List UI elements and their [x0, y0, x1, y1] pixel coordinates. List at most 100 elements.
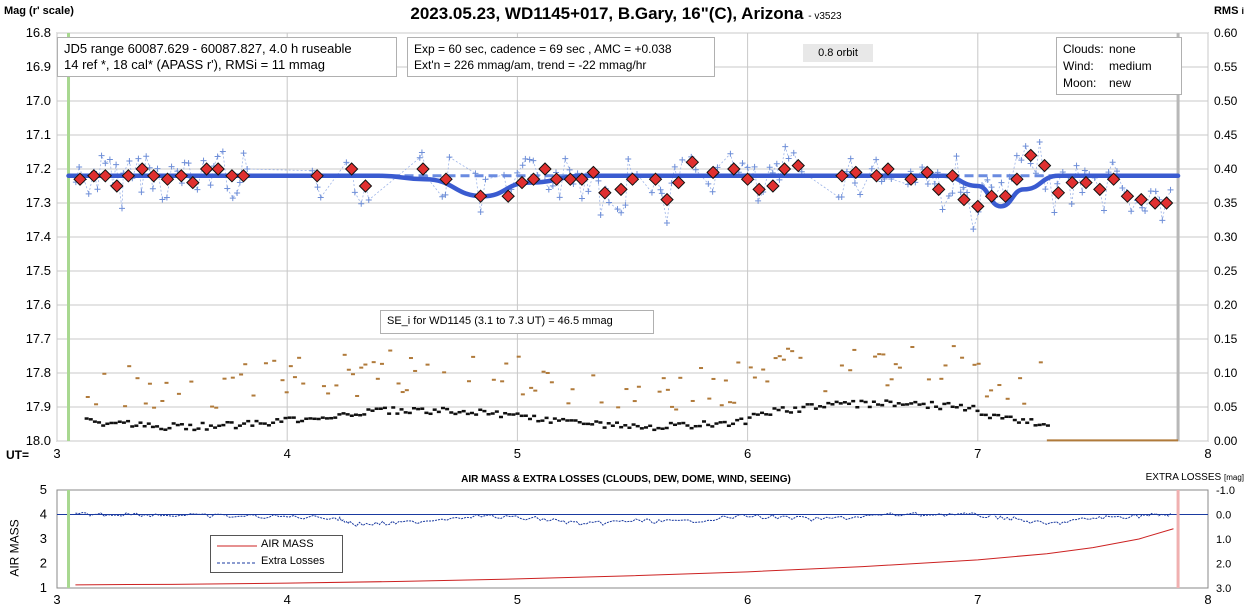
rms-raw-dot — [491, 378, 496, 381]
raw-point — [229, 195, 236, 202]
rms-raw-dot — [984, 395, 989, 398]
rms-dot — [971, 404, 976, 408]
raw-point — [838, 194, 845, 201]
rms-dot — [552, 417, 557, 420]
rms-dot — [237, 424, 242, 427]
bottom-y-tick: 5 — [40, 482, 47, 497]
rms-dot — [163, 428, 168, 431]
binned-point — [791, 158, 805, 173]
bottom-x-tick: 7 — [974, 592, 981, 607]
y-tick-label: 17.5 — [26, 263, 51, 278]
rms-raw-dot — [852, 348, 857, 351]
raw-point — [945, 193, 952, 200]
rms-raw-dot — [566, 402, 571, 405]
raw-point — [143, 153, 150, 160]
version-label: - v3523 — [808, 11, 842, 22]
rms-raw-dot — [674, 408, 679, 411]
raw-point — [168, 163, 175, 170]
rms-raw-dot — [885, 384, 890, 387]
x-tick-label: 5 — [514, 446, 521, 461]
clouds-value: none — [1109, 42, 1136, 56]
chart-title-text: 2023.05.23, WD1145+017, B.Gary, 16"(C), … — [410, 4, 804, 23]
rms-raw-dot — [176, 392, 181, 395]
rms-dot — [921, 402, 926, 406]
raw-point — [1113, 168, 1120, 175]
rms-dot — [320, 416, 325, 419]
y-tick-label: 16.9 — [26, 59, 51, 74]
binned-point — [110, 179, 124, 193]
rms-dot — [859, 399, 864, 403]
raw-point — [1128, 208, 1135, 215]
rms-dot — [967, 406, 972, 410]
binned-point — [358, 179, 373, 193]
orbit-label: 0.8 orbit — [803, 44, 873, 62]
raw-point — [657, 186, 664, 193]
rms-raw-dot — [636, 385, 641, 388]
y2-tick-label: 0.15 — [1214, 332, 1238, 346]
binned-point — [1037, 158, 1052, 173]
losses-line — [75, 511, 1172, 527]
y2-tick-label: 0.20 — [1214, 298, 1238, 312]
y-tick-label: 17.4 — [26, 229, 51, 244]
raw-point — [878, 178, 885, 185]
rms-dot — [387, 412, 392, 415]
rms-dot — [382, 406, 387, 410]
rms-dot — [333, 416, 338, 419]
rms-dot — [113, 421, 118, 425]
rms-raw-dot — [404, 389, 409, 392]
rms-raw-dot — [699, 367, 704, 370]
rms-dot — [175, 423, 180, 427]
binned-point — [740, 172, 755, 186]
rms-dot — [316, 417, 321, 421]
raw-point — [439, 193, 446, 200]
y2-tick-label: 0.50 — [1214, 94, 1238, 108]
rms-dot — [179, 423, 184, 426]
rms-raw-dot — [893, 363, 898, 366]
raw-point — [1142, 208, 1149, 215]
rms-dot — [246, 419, 251, 423]
raw-point — [1152, 188, 1159, 195]
raw-point — [939, 206, 946, 213]
binned-point — [1065, 175, 1079, 190]
rms-dot — [349, 414, 354, 417]
rms-dot — [871, 400, 876, 403]
binned-point — [186, 175, 200, 190]
raw-point — [1051, 209, 1058, 216]
rms-dot — [250, 424, 255, 427]
rms-dot — [880, 403, 885, 407]
rms-dot — [760, 411, 765, 415]
rms-dot — [1041, 423, 1046, 426]
rms-raw-dot — [711, 377, 716, 380]
y2-tick-label: 0.10 — [1214, 366, 1238, 380]
raw-point — [919, 164, 926, 171]
raw-point — [1042, 186, 1049, 193]
rms-raw-dot — [877, 353, 882, 356]
rms-raw-dot — [425, 363, 430, 366]
raw-point — [658, 190, 665, 197]
rms-raw-dot — [147, 382, 152, 385]
rms-dot — [755, 413, 760, 416]
raw-point — [94, 186, 101, 193]
x-tick-label: 4 — [284, 446, 291, 461]
rms-dot — [1029, 418, 1034, 421]
rms-raw-dot — [657, 390, 662, 393]
binned-point — [98, 169, 113, 183]
rms-raw-dot — [280, 379, 285, 382]
rms-dot — [714, 422, 719, 425]
rms-dot — [445, 407, 450, 411]
raw-point — [1109, 159, 1116, 166]
rms-dot — [490, 412, 495, 415]
rms-dot — [813, 407, 818, 410]
rms-raw-dot — [690, 399, 695, 402]
rms-dot — [428, 412, 433, 416]
y2-tick-label: 0.05 — [1214, 400, 1238, 414]
rms-dot — [805, 403, 810, 406]
raw-point — [135, 155, 142, 162]
y2-tick-label: 0.60 — [1214, 26, 1238, 40]
rms-dot — [780, 406, 785, 409]
raw-point — [957, 189, 964, 196]
se-annotation: SE_i for WD1145 (3.1 to 7.3 UT) = 46.5 m… — [380, 310, 654, 334]
binned-point — [777, 162, 792, 176]
raw-point — [924, 180, 931, 187]
rms-dot — [258, 422, 263, 425]
